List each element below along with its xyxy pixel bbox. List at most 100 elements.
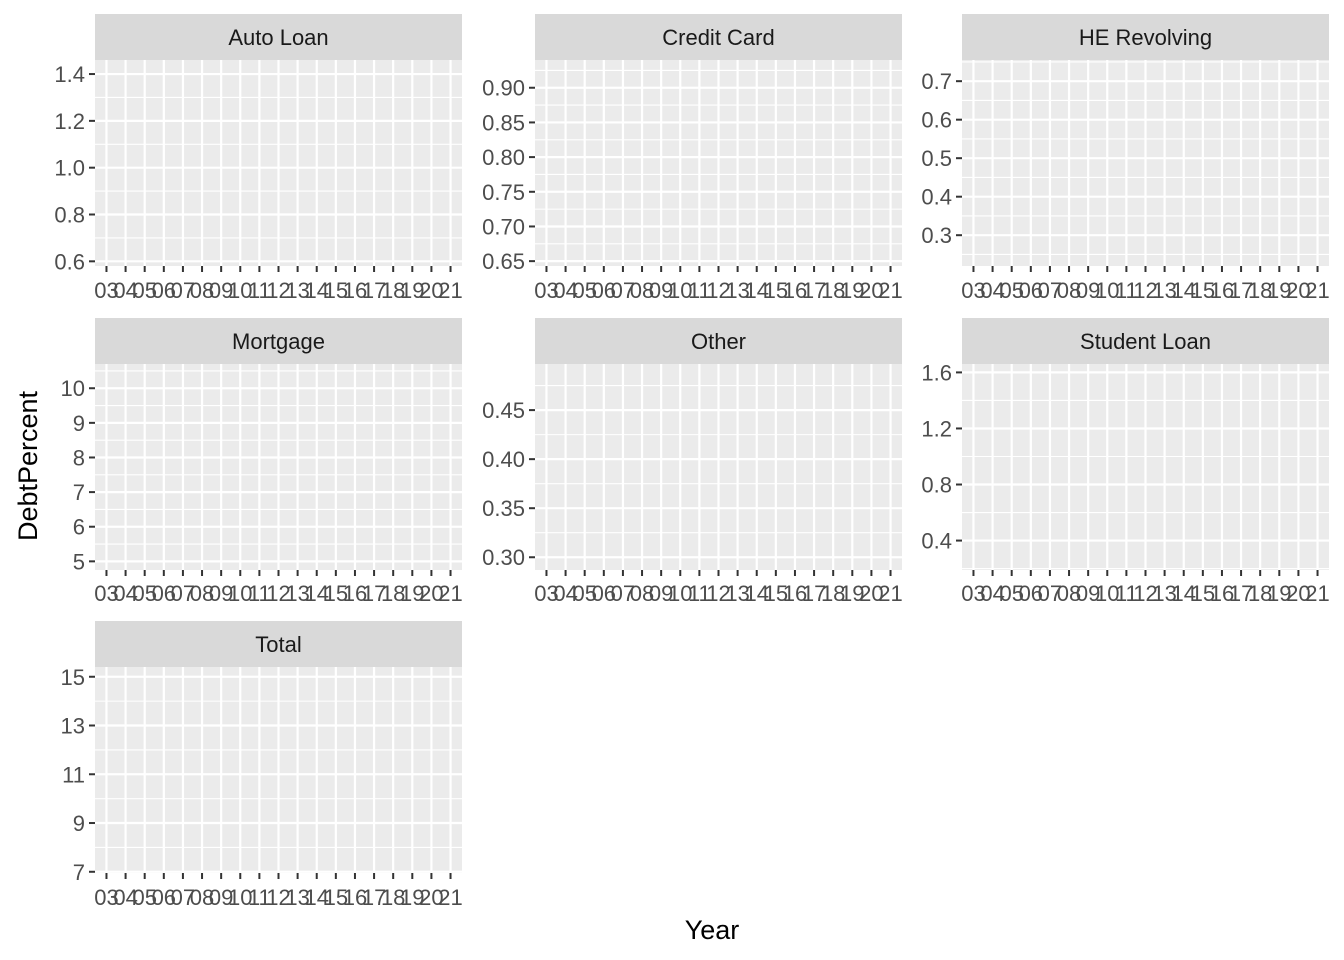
x-axis-title: Year — [685, 915, 740, 945]
x-tick-label: 03 — [94, 278, 118, 303]
x-tick-label: 12 — [266, 581, 290, 606]
x-tick-label: 13 — [285, 885, 309, 910]
y-tick-label: 0.5 — [921, 146, 952, 171]
y-tick-label: 0.4 — [921, 185, 952, 210]
x-tick-label: 15 — [1191, 278, 1215, 303]
y-tick-label: 1.2 — [54, 109, 85, 134]
x-tick-label: 07 — [611, 581, 635, 606]
facet-mortgage: Mortgage56789100304050607080910111213141… — [61, 318, 463, 606]
facet-credit-card: Credit Card0.650.700.750.800.850.9003040… — [482, 14, 903, 303]
x-tick-label: 08 — [190, 581, 214, 606]
y-tick-label: 5 — [73, 549, 85, 574]
y-tick-label: 15 — [61, 665, 85, 690]
y-tick-label: 6 — [73, 515, 85, 540]
x-tick-label: 06 — [592, 581, 616, 606]
x-tick-label: 15 — [1191, 581, 1215, 606]
x-tick-label: 20 — [419, 581, 443, 606]
y-tick-label: 1.6 — [921, 360, 952, 385]
y-tick-label: 0.8 — [54, 203, 85, 228]
x-tick-label: 15 — [324, 885, 348, 910]
x-tick-label: 04 — [113, 278, 137, 303]
x-tick-label: 12 — [266, 278, 290, 303]
x-tick-label: 20 — [859, 278, 883, 303]
facet-strip-title: Other — [691, 329, 746, 354]
x-tick-label: 14 — [1171, 278, 1195, 303]
x-tick-label: 05 — [999, 581, 1023, 606]
x-tick-label: 10 — [228, 278, 252, 303]
x-tick-label: 12 — [1133, 278, 1157, 303]
facet-strip-title: Mortgage — [232, 329, 325, 354]
y-axis-title: DebtPercent — [13, 390, 43, 541]
x-tick-label: 18 — [381, 278, 405, 303]
x-tick-label: 08 — [630, 278, 654, 303]
y-tick-label: 0.30 — [482, 545, 525, 570]
facet-he-revolving: HE Revolving 0.3 0.4 0.5 0.6 0.7 0304050607080… — [921, 14, 1330, 303]
x-tick-label: 19 — [400, 581, 424, 606]
x-tick-label: 15 — [764, 278, 788, 303]
facet-total: Total79111315030405060708091011121314151… — [61, 621, 463, 910]
x-tick-label: 07 — [171, 278, 195, 303]
x-tick-label: 04 — [553, 581, 577, 606]
x-tick-label: 19 — [840, 581, 864, 606]
x-tick-label: 16 — [1210, 581, 1234, 606]
y-tick-label: 10 — [61, 376, 85, 401]
x-tick-label: 17 — [1229, 278, 1253, 303]
x-tick-label: 20 — [1286, 278, 1310, 303]
x-tick-label: 03 — [961, 581, 985, 606]
x-tick-label: 09 — [649, 278, 673, 303]
x-tick-label: 08 — [630, 581, 654, 606]
panel-grid — [95, 667, 462, 873]
facet-student-loan: Student Loan 0.4 0.8 1.2 1.6 0304050607080910… — [921, 318, 1330, 606]
x-tick-label: 15 — [324, 278, 348, 303]
x-tick-label: 15 — [324, 581, 348, 606]
x-tick-label: 09 — [209, 885, 233, 910]
x-tick-label: 05 — [132, 885, 156, 910]
x-tick-label: 12 — [1133, 581, 1157, 606]
panel-grid — [95, 364, 462, 570]
y-tick-label: 9 — [73, 811, 85, 836]
x-tick-label: 19 — [840, 278, 864, 303]
x-tick-label: 06 — [1019, 581, 1043, 606]
y-tick-label: 7 — [73, 480, 85, 505]
y-tick-label: 0.70 — [482, 214, 525, 239]
x-tick-label: 05 — [999, 278, 1023, 303]
facet-strip-title: Auto Loan — [228, 25, 328, 50]
x-tick-label: 21 — [438, 885, 462, 910]
x-tick-label: 21 — [1305, 278, 1329, 303]
x-tick-label: 05 — [572, 278, 596, 303]
x-tick-label: 03 — [961, 278, 985, 303]
y-tick-label: 0.6 — [54, 249, 85, 274]
x-tick-label: 13 — [285, 581, 309, 606]
x-tick-label: 04 — [980, 581, 1004, 606]
x-tick-label: 11 — [248, 278, 271, 303]
x-tick-label: 16 — [783, 278, 807, 303]
x-tick-label: 10 — [668, 278, 692, 303]
x-tick-label: 18 — [1248, 278, 1272, 303]
y-tick-label: 11 — [62, 762, 85, 787]
x-tick-label: 14 — [304, 278, 328, 303]
facet-strip — [962, 14, 1329, 60]
x-tick-label: 07 — [1038, 278, 1062, 303]
x-tick-label: 12 — [706, 278, 730, 303]
x-tick-label: 16 — [343, 278, 367, 303]
y-tick-label: 0.4 — [921, 529, 952, 554]
x-tick-label: 14 — [744, 278, 768, 303]
x-tick-label: 18 — [381, 581, 405, 606]
y-tick-label: 0.75 — [482, 180, 525, 205]
x-tick-label: 04 — [980, 278, 1004, 303]
x-tick-label: 06 — [152, 885, 176, 910]
x-tick-label: 20 — [1286, 581, 1310, 606]
x-tick-label: 17 — [802, 581, 826, 606]
y-tick-label: 0.40 — [482, 447, 525, 472]
x-tick-label: 16 — [1210, 278, 1234, 303]
x-tick-label: 09 — [1076, 581, 1100, 606]
panel-grid — [962, 364, 1329, 570]
y-tick-label: 0.80 — [482, 145, 525, 170]
x-tick-label: 15 — [764, 581, 788, 606]
x-tick-label: 10 — [228, 581, 252, 606]
x-tick-label: 10 — [1095, 278, 1119, 303]
y-tick-label: 0.90 — [482, 76, 525, 101]
x-tick-label: 20 — [419, 278, 443, 303]
x-tick-label: 19 — [1267, 581, 1291, 606]
